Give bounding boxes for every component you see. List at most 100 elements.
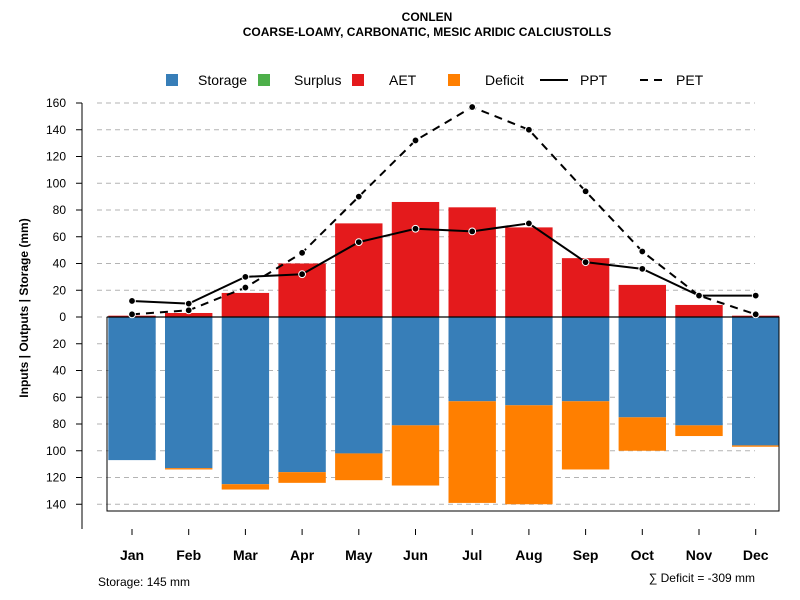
bar-deficit-aug [505,405,553,505]
pet-point-oct [638,247,647,256]
bar-storage-nov [675,317,723,426]
pet-point-dec [751,310,760,319]
x-tick-label-nov: Nov [686,547,713,563]
x-tick-label-sep: Sep [573,547,599,563]
deficit-annotation: ∑ Deficit = -309 mm [649,571,755,585]
ppt-point-sep [581,258,590,267]
y-tick-label-2: 120 [46,150,66,164]
legend-label-aet: AET [389,72,417,88]
pet-point-jul [468,103,477,111]
bar-aet-feb [165,312,213,317]
bar-deficit-oct [618,417,666,451]
y-tick-label-15: 140 [46,497,66,511]
bar-storage-mar [221,317,270,485]
legend-label-surplus: Surplus [294,72,341,88]
axes: 160 140 120 100 80 60 40 20 0 20 40 60 80 100 120 140 Ja… [46,96,769,563]
ppt-point-nov [695,291,703,300]
bar-deficit-mar [221,484,270,490]
y-tick-label-4: 80 [53,203,67,217]
bar-deficit-dec [732,445,780,447]
x-tick-label-aug: Aug [515,547,542,563]
bar-deficit-jul [448,401,496,503]
legend-swatch-deficit [448,74,460,86]
bar-storage-aug [505,317,553,406]
x-tick-label-jan: Jan [120,547,144,563]
pet-point-jan [128,310,136,319]
pet-point-apr [298,248,307,257]
legend-label-ppt: PPT [580,72,608,88]
bar-aet-sep [561,258,610,317]
bar-storage-jun [391,317,440,426]
ppt-point-dec [751,291,760,300]
bar-deficit-apr [278,472,326,483]
x-tick-label-jun: Jun [403,547,428,563]
pet-point-feb [184,306,193,315]
y-tick-label-6: 40 [53,257,67,271]
ppt-point-jan [128,297,136,305]
y-tick-label-7: 20 [53,283,67,297]
legend-label-deficit: Deficit [485,72,524,88]
bar-deficit-may [335,453,383,481]
y-tick-label-12: 80 [53,417,67,431]
ppt-point-jul [468,227,477,236]
ppt-point-feb [184,299,193,308]
y-tick-label-9: 20 [53,337,67,351]
legend-label-storage: Storage [198,72,247,88]
legend-swatch-surplus [258,74,270,86]
bar-aet-mar [221,292,270,317]
y-tick-label-13: 100 [46,444,66,458]
bar-deficit-nov [675,425,723,437]
ppt-point-may [354,238,363,247]
pet-point-mar [241,283,250,292]
bar-storage-oct [618,317,666,418]
x-tick-label-jul: Jul [462,547,482,563]
bar-deficit-feb [165,468,213,470]
pet-point-may [354,192,363,201]
ppt-point-mar [241,272,250,281]
bar-storage-jul [448,317,496,402]
bar-storage-sep [561,317,610,402]
x-tick-label-dec: Dec [743,547,769,563]
y-tick-label-10: 40 [53,364,67,378]
x-tick-label-apr: Apr [290,547,315,563]
chart-subtitle: COARSE-LOAMY, CARBONATIC, MESIC ARIDIC C… [243,25,611,39]
ppt-point-aug [525,219,533,228]
x-tick-label-mar: Mar [233,547,258,563]
chart-title: CONLEN [402,10,453,24]
bar-aet-oct [618,284,666,317]
x-tick-label-oct: Oct [631,547,655,563]
y-tick-label-5: 60 [53,230,67,244]
storage-annotation: Storage: 145 mm [98,575,190,589]
bar-deficit-jun [391,425,440,486]
y-tick-label-1: 140 [46,123,66,137]
legend: Storage Surplus AET Deficit PPT PET [166,72,704,88]
y-axis-label: Inputs | Outputs | Storage (mm) [17,218,31,397]
bars [106,201,780,512]
ppt-point-jun [411,224,420,233]
y-tick-label-11: 60 [53,390,67,404]
bar-storage-jan [108,317,156,461]
bar-storage-dec [732,317,780,446]
bar-storage-may [335,317,383,454]
bar-aet-jul [448,207,496,317]
bar-storage-apr [278,317,326,473]
y-tick-label-8: 0 [59,310,66,324]
bar-aet-nov [675,304,723,317]
storage-capacity-outline [106,317,780,512]
bar-aet-jun [391,201,440,317]
bar-storage-feb [165,317,213,469]
legend-swatch-storage [166,74,178,86]
y-tick-label-14: 120 [46,471,66,485]
x-tick-label-feb: Feb [176,547,201,563]
legend-swatch-aet [352,74,364,86]
ppt-line [131,222,756,305]
pet-point-sep [581,187,590,196]
pet-line [131,105,757,316]
legend-label-pet: PET [676,72,704,88]
x-tick-label-may: May [345,547,372,563]
ppt-point-oct [638,264,647,273]
ppt-point-apr [298,270,307,279]
bar-deficit-sep [561,401,610,470]
series-lines [128,103,760,319]
